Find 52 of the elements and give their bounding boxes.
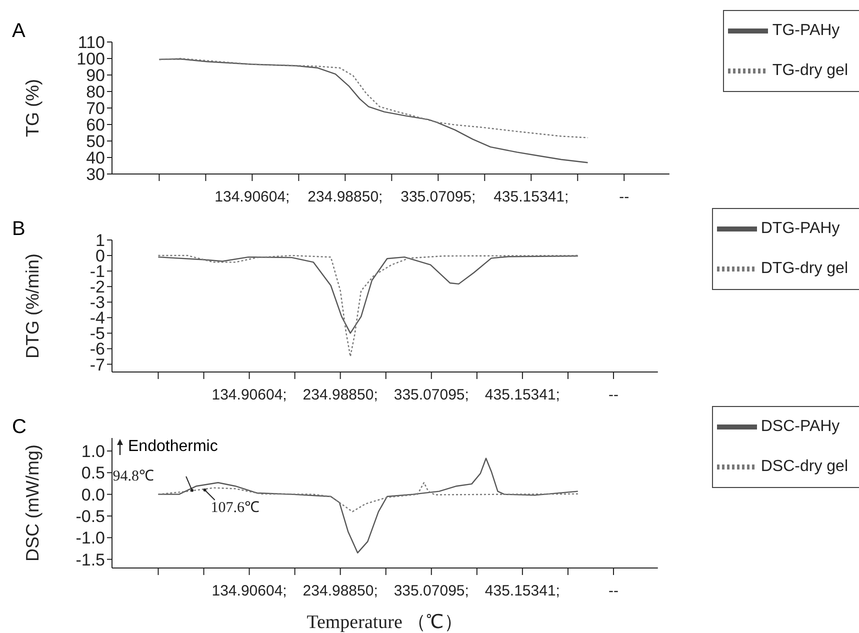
- y-axis-title: DTG (%/min): [22, 254, 42, 358]
- y-tick-label: 50: [86, 132, 105, 152]
- x-tick-label: --: [608, 582, 618, 600]
- line-series: [158, 255, 579, 334]
- x-tick-label: 435.15341;: [484, 582, 560, 600]
- x-tick-label: --: [608, 386, 619, 404]
- y-tick-label: 80: [86, 82, 105, 102]
- line-series: [158, 458, 578, 554]
- x-tick-label: 134.90604;: [214, 188, 290, 206]
- legend-label: DTG-PAHy: [760, 220, 840, 238]
- legend-label: DSC-PAHy: [760, 418, 840, 436]
- line-series: [158, 254, 579, 358]
- legend-label: DTG-dry gel: [760, 260, 848, 278]
- y-tick-label: -1.0: [76, 528, 105, 548]
- line-series: [158, 58, 588, 138]
- x-tick-label: 234.98850;: [302, 386, 378, 404]
- y-tick-label: 110: [78, 33, 105, 52]
- y-tick-label: 70: [86, 99, 105, 118]
- y-tick-label: 0.5: [81, 464, 105, 483]
- chart-title: B: [12, 218, 26, 241]
- annotation: 94.8℃: [112, 468, 154, 484]
- annotation: Endothermic: [128, 438, 218, 456]
- y-axis-title: DSC (mW/mg): [22, 444, 42, 562]
- x-tick-label: 435.15341;: [484, 386, 560, 404]
- line-series: [158, 482, 578, 512]
- y-tick-label: -0.5: [76, 507, 105, 526]
- x-tick-label: 234.98850;: [308, 188, 383, 206]
- annotation: 107.6℃: [210, 500, 260, 516]
- y-tick-label: 1.0: [81, 442, 105, 462]
- x-tick-label: 335.07095;: [394, 386, 469, 404]
- x-axis-title: Temperature （℃）: [306, 612, 464, 633]
- y-tick-label: 40: [86, 148, 105, 168]
- chart-title: C: [12, 416, 26, 439]
- line-series: [158, 58, 588, 164]
- x-tick-label: 335.07095;: [400, 188, 476, 206]
- x-tick-label: 134.90604;: [212, 386, 287, 404]
- y-tick-label: 90: [86, 66, 105, 86]
- y-tick-label: 0.0: [81, 485, 105, 504]
- x-tick-label: 134.90604;: [212, 582, 287, 600]
- x-tick-label: --: [619, 188, 630, 206]
- x-tick-label: 435.15341;: [494, 188, 569, 206]
- y-tick-label: -1.5: [76, 550, 105, 570]
- y-tick-label: 100: [76, 50, 105, 69]
- chart-title: A: [12, 20, 26, 43]
- legend-label: TG-dry gel: [772, 62, 848, 80]
- y-tick-label: 30: [86, 165, 105, 184]
- legend-label: TG-PAHy: [772, 22, 840, 40]
- legend-label: DSC-dry gel: [760, 458, 848, 476]
- y-tick-label: 60: [86, 116, 105, 135]
- y-axis-title: TG (%): [22, 79, 42, 137]
- x-tick-label: 234.98850;: [302, 582, 378, 600]
- x-tick-label: 335.07095;: [394, 582, 469, 600]
